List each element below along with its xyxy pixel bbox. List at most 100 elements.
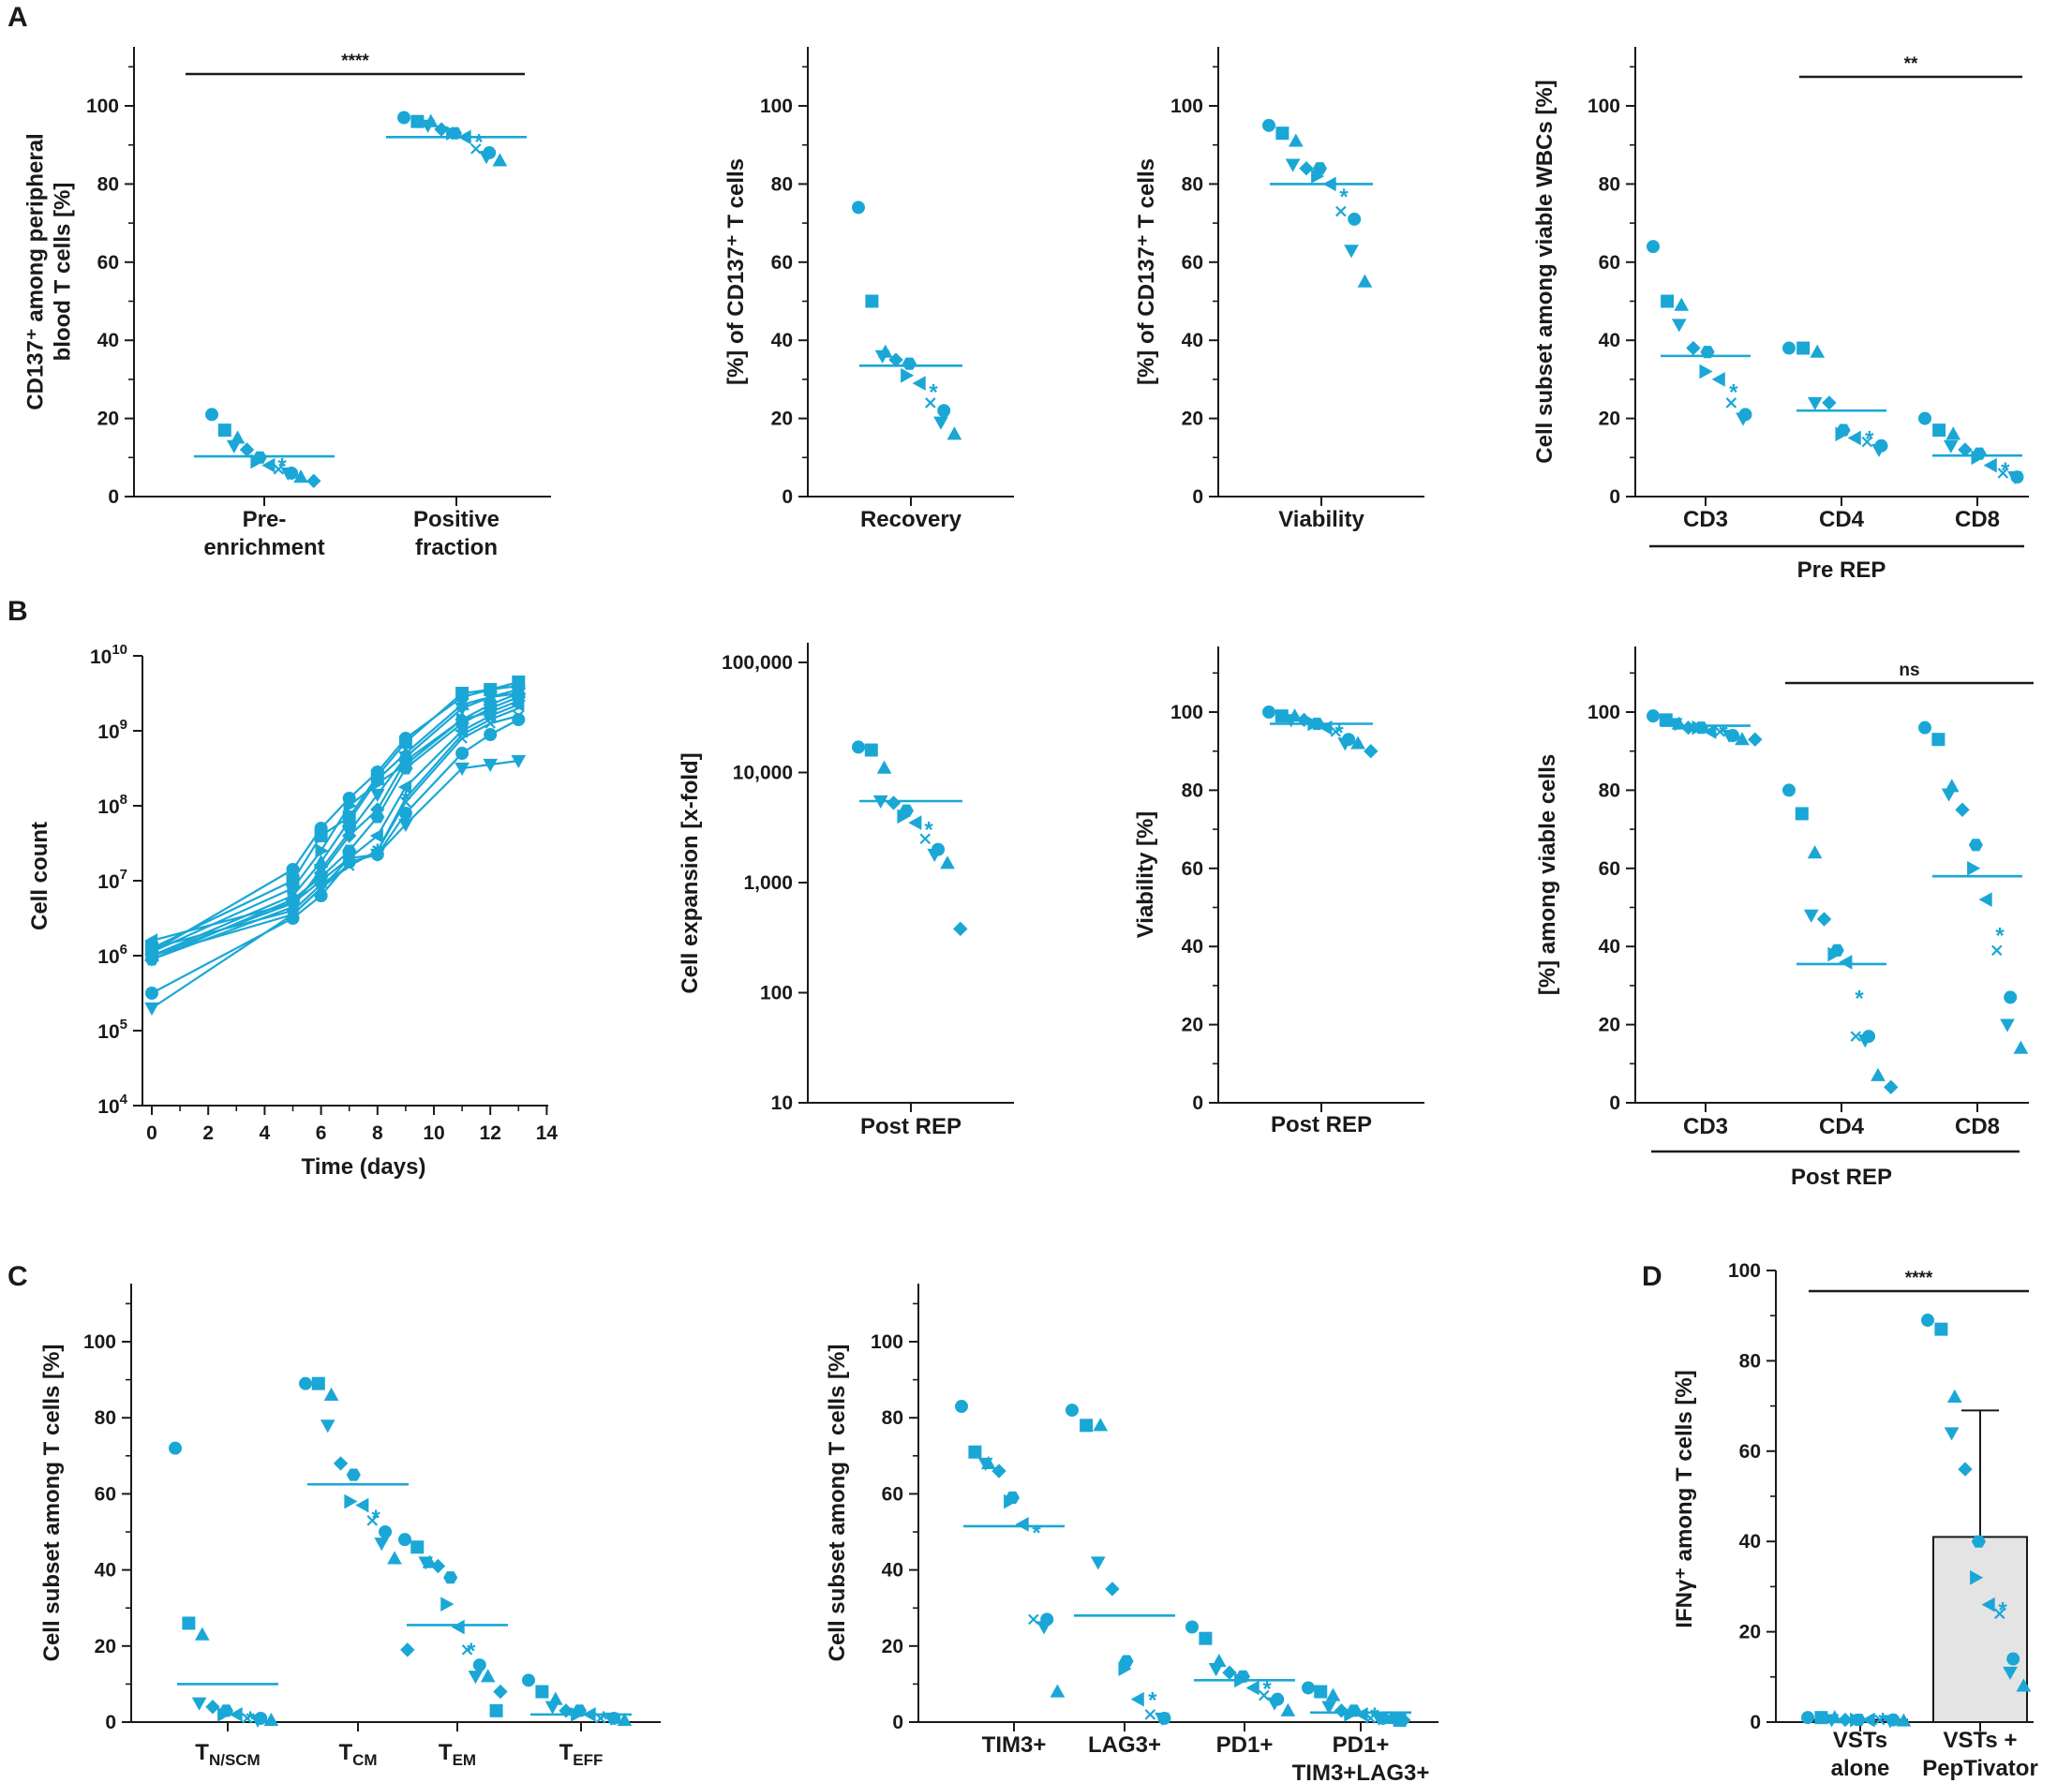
c1-ylabel-line: Cell subset among T cells [%] (39, 1345, 65, 1662)
b1-point (314, 829, 328, 842)
b4-point (1667, 718, 1683, 732)
b1-y-tick-label: 105 (97, 1017, 127, 1043)
c1-point (374, 1538, 390, 1552)
c2-category-label: PD1+ (1333, 1732, 1390, 1758)
b1-x-tick-label: 14 (536, 1122, 559, 1144)
c2-point (1004, 1493, 1018, 1509)
a4-point (1674, 297, 1690, 311)
c1-ylabel: Cell subset among T cells [%] (39, 1345, 65, 1662)
c1-point (387, 1551, 402, 1565)
a4-point (1711, 372, 1725, 387)
a3-point (1275, 126, 1289, 141)
a2-tick-label: 40 (771, 330, 793, 351)
b1-x-tick-label: 4 (260, 1122, 271, 1144)
a4-point (1835, 426, 1849, 442)
b4-tick-label: 0 (1609, 1092, 1620, 1114)
d1-point (1883, 1715, 1898, 1729)
a1-point (280, 467, 296, 482)
b4-point (1647, 709, 1660, 723)
b1-ylabel-line: Cell count (27, 822, 52, 930)
b3-point (1330, 726, 1342, 737)
b2-point (953, 921, 968, 937)
a4-point (1686, 340, 1701, 356)
c2-tick-label: 0 (892, 1712, 903, 1733)
b1-point (455, 747, 470, 760)
b2-ylabel-line: Cell expansion [x-fold] (678, 752, 703, 993)
c2-point (1208, 1663, 1224, 1677)
c2-point: * (1262, 1676, 1272, 1701)
d1-point (1971, 1535, 1986, 1548)
c1-point (169, 1441, 182, 1455)
c1-point (472, 1658, 486, 1672)
a4-tick-label: 0 (1609, 486, 1620, 508)
c1-point (468, 1671, 484, 1685)
a3-tick-label: 100 (1170, 96, 1203, 117)
a4-point: * (1729, 379, 1738, 405)
a4-category-label: CD8 (1955, 507, 2000, 532)
c1-point (366, 1515, 379, 1526)
b1-point: * (514, 697, 524, 722)
b1-point (144, 1002, 159, 1017)
b1-point (369, 788, 385, 803)
c2-point (1036, 1621, 1051, 1635)
b4-point (1807, 845, 1823, 859)
b1-y-tick-label: 107 (97, 867, 127, 893)
d1-point (1944, 1427, 1960, 1441)
c1-point: * (246, 1707, 255, 1732)
c2-point (1080, 1419, 1094, 1433)
d1-point (1994, 1608, 2005, 1620)
b1-point (287, 881, 301, 896)
b4-category-label: CD4 (1819, 1114, 1865, 1139)
b3-category-label: Post REP (1271, 1112, 1372, 1137)
d1-point (1934, 1322, 1948, 1336)
b1-point: * (457, 723, 467, 749)
d1-point (2003, 1666, 2018, 1681)
a2-point (912, 376, 926, 391)
a4-group-label: Pre REP (1797, 557, 1886, 583)
b2-y-tick-label: 1,000 (743, 872, 793, 894)
d1-point (1824, 1714, 1840, 1728)
d1-point (1814, 1711, 1828, 1725)
d1-point (1801, 1711, 1814, 1725)
b1-ylabel: Cell count (27, 822, 52, 930)
c2-category-label: LAG3+ (1088, 1732, 1161, 1758)
c2-point (1093, 1418, 1109, 1432)
c1-point (443, 1571, 458, 1584)
a2-category-label: Recovery (860, 507, 962, 532)
b4-point (1748, 732, 1763, 747)
b3-tick-label: 20 (1182, 1015, 1203, 1036)
b2-point (876, 760, 892, 774)
b2-ylabel: Cell expansion [x-fold] (678, 752, 703, 993)
d1-y-tick-label: 40 (1739, 1531, 1761, 1553)
c2-point (1344, 1707, 1358, 1722)
a4-significance-label: ** (1904, 54, 1918, 74)
c1-point (323, 1387, 339, 1401)
a2-point (933, 416, 948, 430)
b4-category-label: CD3 (1683, 1114, 1728, 1139)
c2-point (1185, 1620, 1199, 1634)
a2-tick-label: 0 (782, 486, 793, 508)
d1-point (1896, 1713, 1912, 1727)
a2-point (947, 426, 962, 440)
b4-point (1735, 732, 1750, 746)
c1-point (205, 1700, 220, 1715)
c2-point (1302, 1681, 1315, 1695)
b1-series-line (151, 719, 519, 994)
b1-x-tick-label: 2 (202, 1122, 214, 1144)
a4-point (1782, 341, 1796, 355)
b4-point (1803, 909, 1819, 923)
b4-point (1967, 860, 1981, 876)
b1-point: * (147, 937, 157, 962)
c1-point (379, 1525, 393, 1538)
c1-category-label: TEM (439, 1740, 476, 1769)
b1-point (398, 807, 412, 820)
c2-point (1245, 1680, 1260, 1696)
c2-point: * (1032, 1521, 1041, 1546)
a1-category-label: Positive (413, 507, 499, 532)
b1-point (343, 798, 357, 813)
c2-point (968, 1445, 982, 1459)
a1-point (239, 442, 255, 457)
c1-point (194, 1627, 210, 1641)
c1-point (430, 1558, 446, 1574)
b1-x-tick-label: 6 (316, 1122, 327, 1144)
